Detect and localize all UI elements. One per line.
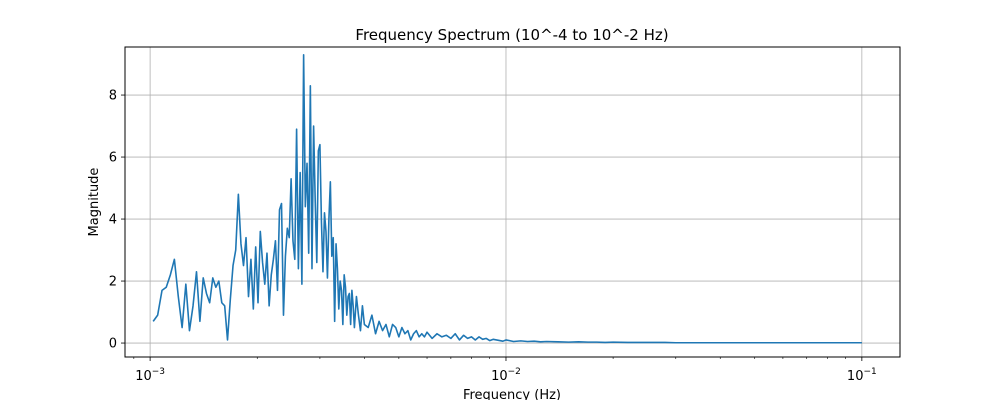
x-tick-label: 10−3	[135, 367, 165, 384]
y-tick-label: 0	[109, 337, 117, 352]
y-axis-label: Magnitude	[87, 168, 102, 237]
y-tick-label: 2	[109, 275, 117, 290]
y-tick-label: 4	[109, 213, 117, 228]
x-tick-label: 10−2	[491, 367, 521, 384]
x-axis-label: Frequency (Hz)	[463, 388, 561, 400]
magnitude-series-line	[152, 53, 862, 344]
chart-title: Frequency Spectrum (10^-4 to 10^-2 Hz)	[355, 26, 668, 44]
plot-frame	[124, 46, 901, 358]
grid-layer	[125, 47, 900, 357]
y-tick-label: 8	[109, 89, 117, 104]
y-tick-label: 6	[109, 151, 117, 166]
series-layer	[152, 53, 862, 344]
ticks-layer: 10−3 10−2 10−1 0 2 4 6 8	[109, 89, 877, 384]
x-tick-label: 10−1	[847, 367, 877, 384]
